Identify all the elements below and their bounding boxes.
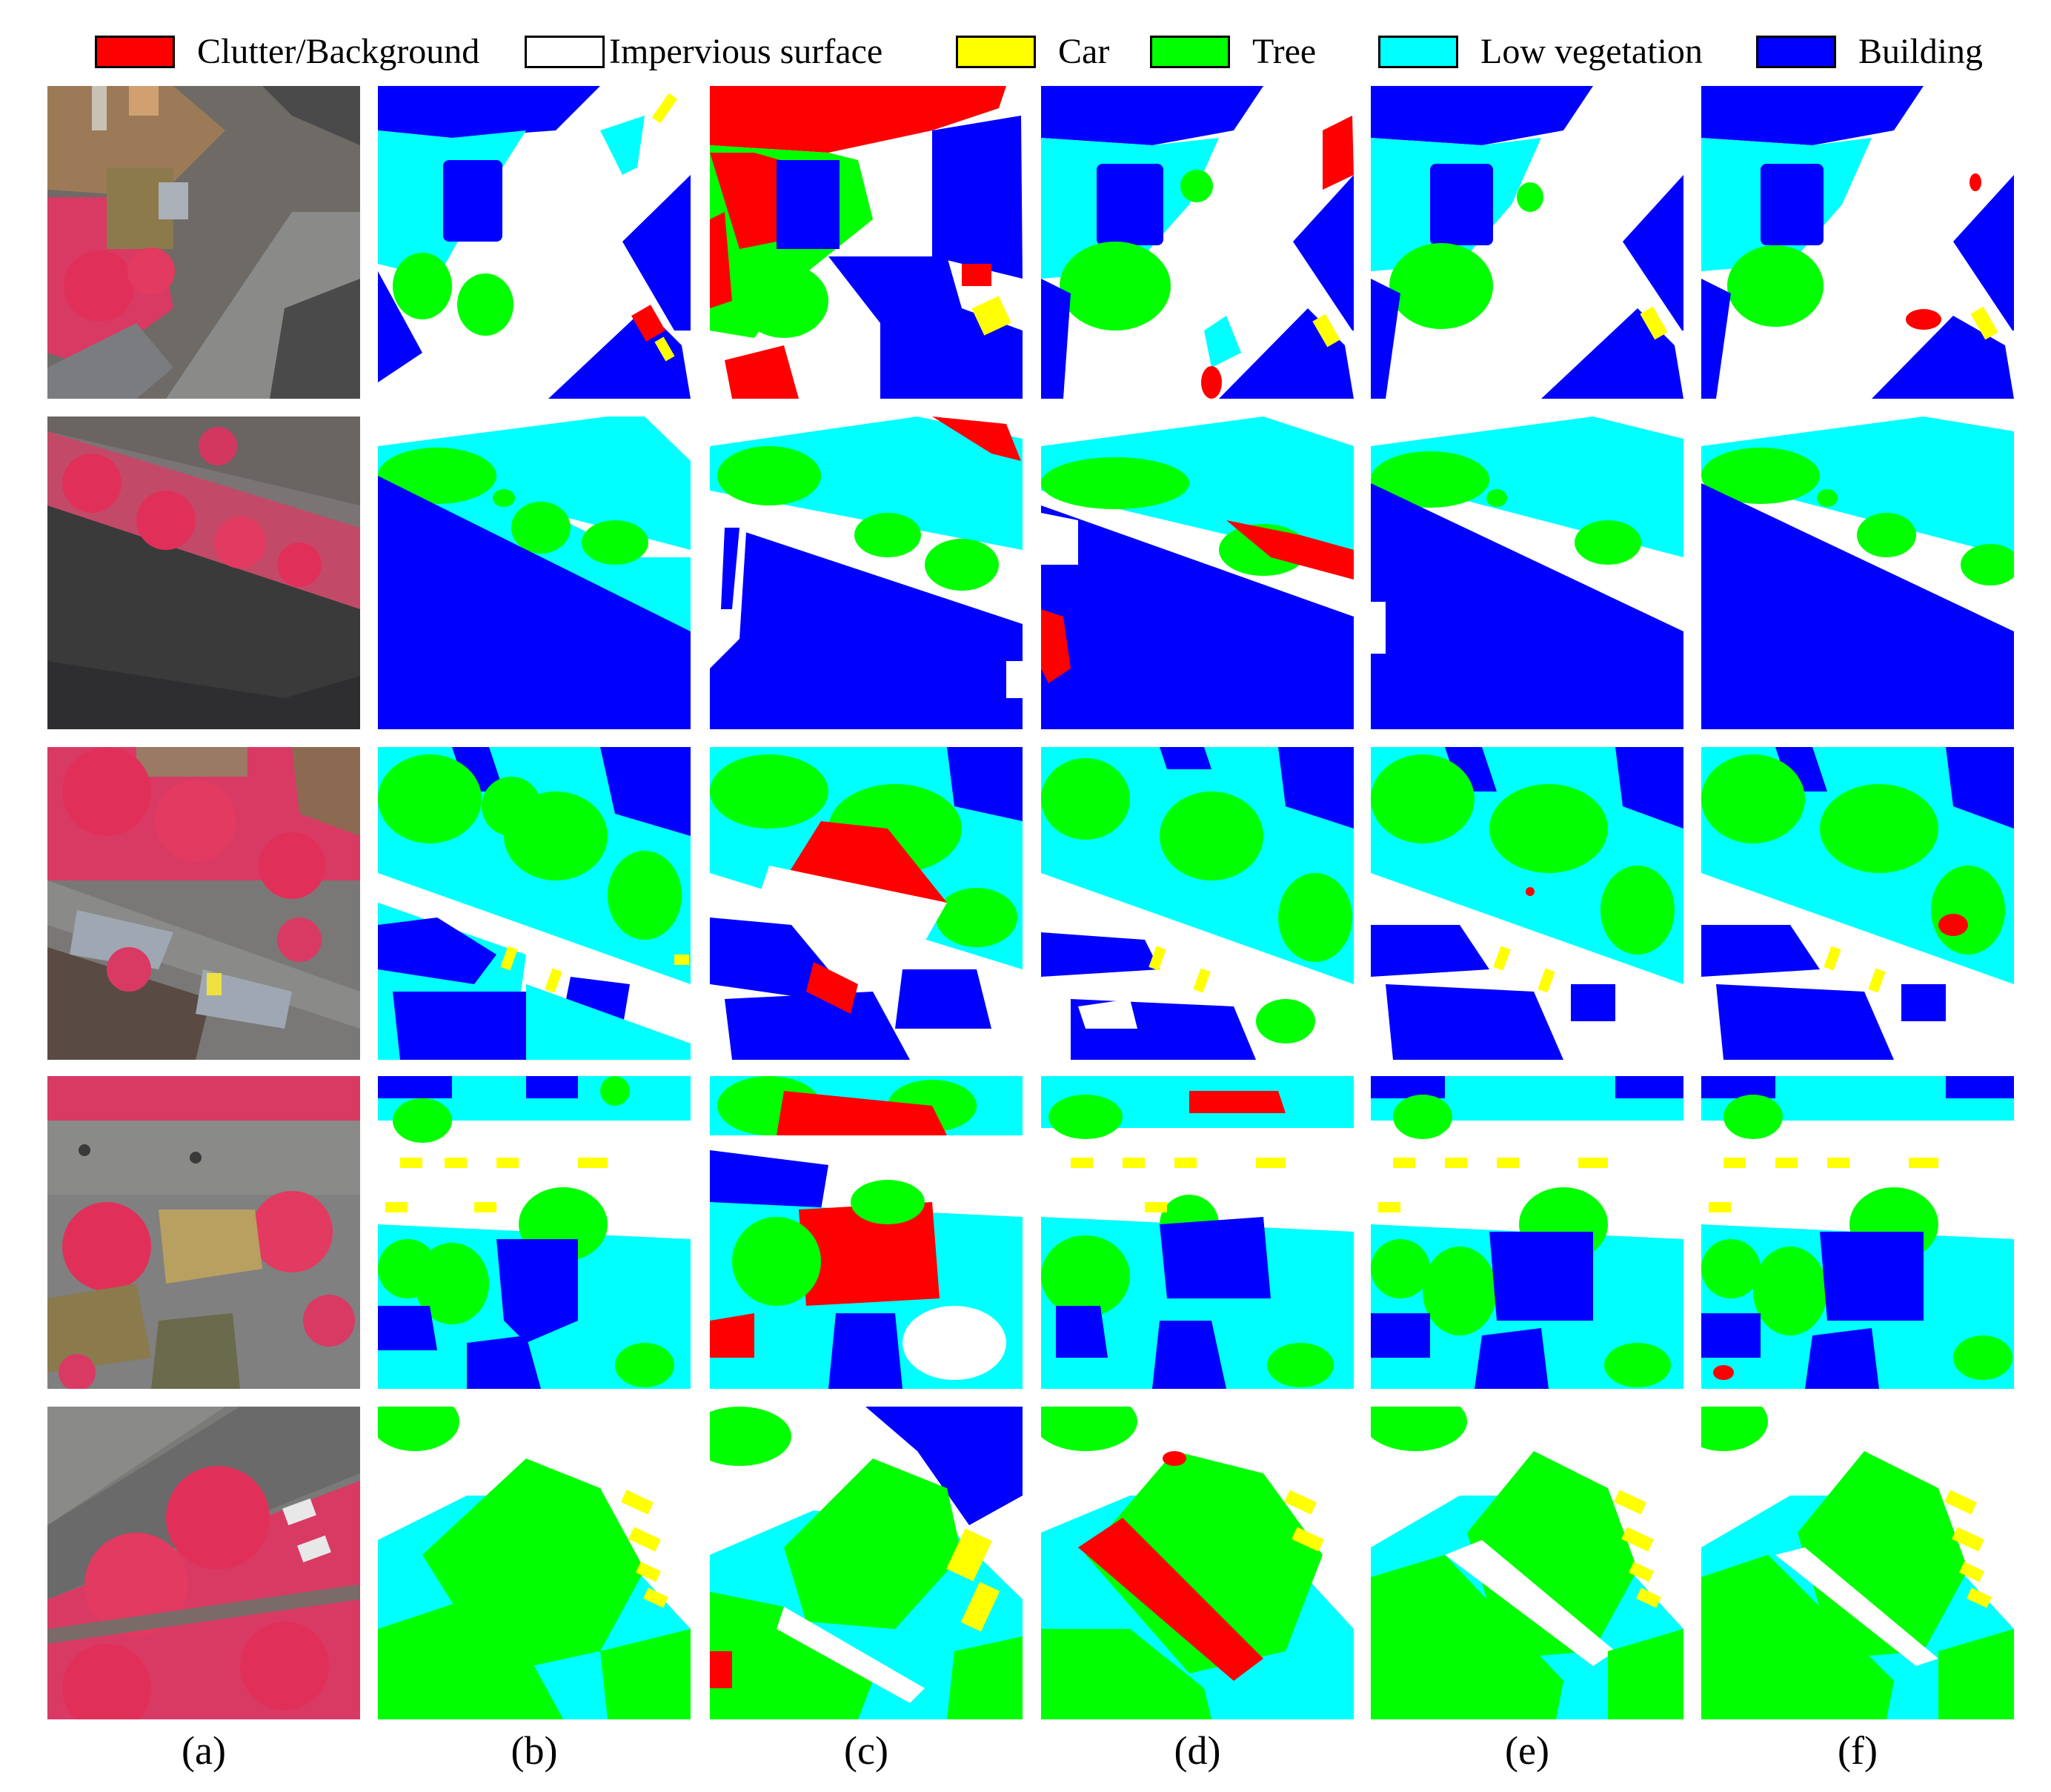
prediction-f-row3	[1701, 747, 2014, 1060]
aerial-image-row3	[47, 747, 360, 1060]
prediction-c-row4	[710, 1076, 1023, 1389]
prediction-d-row3	[1041, 747, 1354, 1060]
prediction-c-row1	[710, 86, 1023, 399]
column-label-c: (c)	[844, 1728, 888, 1773]
legend-item-impervious: Impervious surface	[525, 30, 882, 74]
legend-item-tree: Tree	[1150, 30, 1316, 74]
legend-item-building: Building	[1756, 30, 1983, 74]
column-label-a: (a)	[182, 1728, 226, 1773]
ground-truth-row5	[378, 1407, 691, 1719]
prediction-e-row1	[1371, 86, 1683, 399]
prediction-e-row4	[1371, 1076, 1683, 1389]
legend-label-impervious: Impervious surface	[609, 32, 883, 71]
ground-truth-row1	[378, 86, 691, 399]
ground-truth-row3	[378, 747, 691, 1060]
prediction-d-row2	[1041, 417, 1354, 729]
legend-label-building: Building	[1858, 32, 1984, 71]
aerial-image-row1	[47, 86, 360, 399]
ground-truth-row2	[378, 417, 691, 729]
prediction-e-row2	[1371, 417, 1683, 729]
aerial-image-row5	[47, 1407, 360, 1719]
column-label-e: (e)	[1505, 1728, 1549, 1773]
prediction-d-row4	[1041, 1076, 1354, 1389]
legend-item-clutter: Clutter/Background	[95, 30, 479, 74]
aerial-image-row4	[47, 1076, 360, 1389]
aerial-image-row2	[47, 417, 360, 729]
legend-swatch-clutter	[95, 36, 175, 68]
ground-truth-row4	[378, 1076, 691, 1389]
prediction-f-row1	[1701, 86, 2014, 399]
prediction-c-row3	[710, 747, 1023, 1060]
legend: Clutter/Background Impervious surface Ca…	[0, 0, 2051, 82]
prediction-c-row5	[710, 1407, 1023, 1719]
prediction-d-row1	[1041, 86, 1354, 399]
legend-label-clutter: Clutter/Background	[197, 32, 480, 71]
column-label-d: (d)	[1174, 1728, 1221, 1773]
legend-label-car: Car	[1058, 32, 1110, 71]
legend-swatch-tree	[1150, 36, 1230, 68]
legend-item-car: Car	[956, 30, 1109, 74]
legend-label-tree: Tree	[1252, 32, 1317, 71]
prediction-d-row5	[1041, 1407, 1354, 1719]
legend-label-low-vegetation: Low vegetation	[1480, 32, 1703, 71]
legend-swatch-impervious	[525, 36, 605, 68]
prediction-c-row2	[710, 417, 1023, 729]
prediction-f-row2	[1701, 417, 2014, 729]
prediction-f-row5	[1701, 1407, 2014, 1719]
legend-item-low-vegetation: Low vegetation	[1378, 30, 1703, 74]
column-label-b: (b)	[511, 1728, 558, 1773]
prediction-e-row3	[1371, 747, 1683, 1060]
legend-swatch-low-vegetation	[1378, 36, 1458, 68]
legend-swatch-building	[1756, 36, 1836, 68]
prediction-f-row4	[1701, 1076, 2014, 1389]
legend-swatch-car	[956, 36, 1036, 68]
column-label-f: (f)	[1838, 1728, 1878, 1773]
prediction-e-row5	[1371, 1407, 1683, 1719]
